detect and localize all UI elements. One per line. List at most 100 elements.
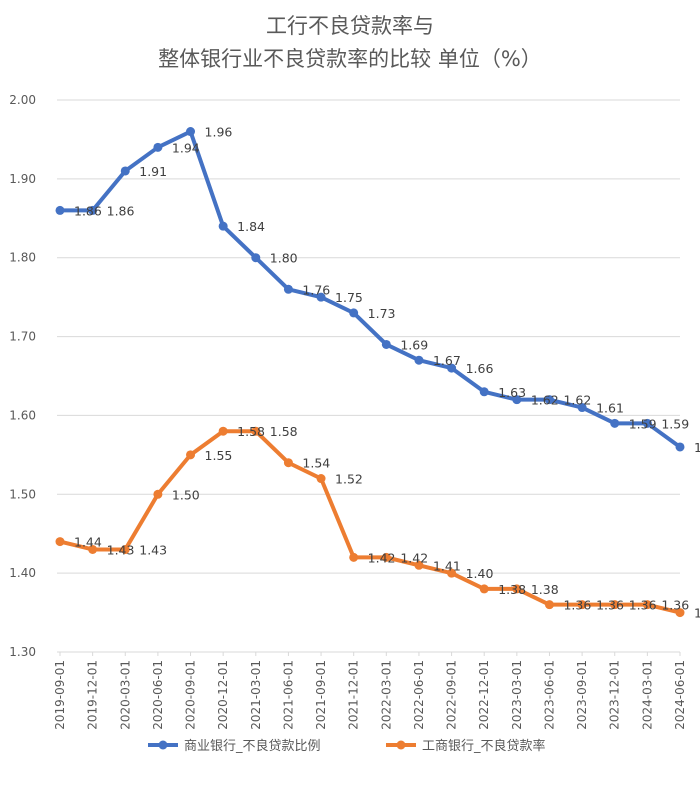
legend-label: 商业银行_不良贷款比例 <box>184 738 321 754</box>
data-point <box>512 584 522 594</box>
data-label: 1.63 <box>498 385 526 400</box>
data-point <box>414 355 424 365</box>
y-axis: 1.30 1.40 1.50 1.60 1.70 1.80 1.90 2.00 <box>9 93 36 659</box>
x-tick-label: 2024-06-01 <box>673 660 687 730</box>
data-point <box>479 584 489 594</box>
data-label: 1.36 <box>596 598 624 613</box>
chart-title-line: 工行不良贷款率与 <box>266 14 434 38</box>
y-tick-label: 2.00 <box>9 93 36 107</box>
y-tick-label: 1.60 <box>9 408 36 422</box>
data-point <box>544 600 554 610</box>
data-point <box>283 458 293 468</box>
data-label: 1.59 <box>661 416 689 431</box>
data-label: 1.35 <box>694 606 700 621</box>
data-point <box>610 418 620 428</box>
data-point <box>186 450 196 460</box>
data-point <box>120 166 130 176</box>
y-tick-label: 1.50 <box>9 487 36 501</box>
data-point <box>316 474 326 484</box>
data-point <box>186 127 196 137</box>
data-point <box>88 205 98 215</box>
legend-marker <box>158 740 168 750</box>
data-point <box>251 426 261 436</box>
data-point <box>381 552 391 562</box>
data-label: 1.76 <box>302 282 330 297</box>
chart-title-line: 整体银行业不良贷款率的比较 单位（%） <box>158 47 542 71</box>
data-label: 1.42 <box>400 550 428 565</box>
data-label: 1.36 <box>563 598 591 613</box>
series-line <box>58 429 682 615</box>
x-tick-label: 2020-12-01 <box>216 660 230 730</box>
data-point <box>88 544 98 554</box>
gridlines <box>57 99 680 653</box>
legend-label: 工商银行_不良贷款率 <box>422 738 546 754</box>
data-label: 1.61 <box>596 401 624 416</box>
data-point <box>577 600 587 610</box>
data-label: 1.38 <box>531 582 559 597</box>
x-tick-label: 2019-12-01 <box>86 660 100 730</box>
data-label: 1.91 <box>139 164 167 179</box>
x-tick-label: 2022-12-01 <box>477 660 491 730</box>
data-label: 1.86 <box>107 203 135 218</box>
x-axis: 2019-09-01 2019-12-01 2020-03-01 2020-06-01… <box>53 652 687 730</box>
data-point <box>153 489 163 499</box>
data-label: 1.56 <box>694 440 700 455</box>
y-tick-label: 1.40 <box>9 566 36 580</box>
x-tick-label: 2024-03-01 <box>640 660 654 730</box>
x-tick-label: 2020-06-01 <box>151 660 165 730</box>
data-point <box>642 600 652 610</box>
data-label: 1.43 <box>107 542 135 557</box>
data-label: 1.67 <box>433 353 461 368</box>
x-tick-label: 2023-12-01 <box>608 660 622 730</box>
data-label: 1.43 <box>139 542 167 557</box>
data-point <box>610 600 620 610</box>
legend-marker <box>396 740 406 750</box>
data-point <box>55 205 65 215</box>
x-tick-label: 2020-03-01 <box>118 660 132 730</box>
data-label: 1.86 <box>74 203 102 218</box>
x-tick-label: 2023-03-01 <box>510 660 524 730</box>
data-label: 1.36 <box>629 598 657 613</box>
data-point <box>349 308 359 318</box>
x-tick-label: 2019-09-01 <box>53 660 67 730</box>
x-tick-label: 2023-09-01 <box>575 660 589 730</box>
data-point <box>283 284 293 294</box>
data-label: 1.38 <box>498 582 526 597</box>
x-tick-label: 2021-12-01 <box>347 660 361 730</box>
data-label: 1.66 <box>466 361 494 376</box>
data-point <box>316 292 326 302</box>
data-label: 1.62 <box>531 393 559 408</box>
y-tick-label: 1.90 <box>9 172 36 186</box>
data-point <box>577 403 587 413</box>
x-tick-label: 2021-03-01 <box>249 660 263 730</box>
data-label: 1.55 <box>205 448 233 463</box>
data-point <box>675 608 685 618</box>
data-point <box>349 552 359 562</box>
data-label: 1.42 <box>368 550 396 565</box>
data-label: 1.73 <box>368 306 396 321</box>
x-tick-label: 2022-09-01 <box>445 660 459 730</box>
x-tick-label: 2023-06-01 <box>542 660 556 730</box>
x-tick-label: 2021-06-01 <box>281 660 295 730</box>
data-label: 1.40 <box>466 566 494 581</box>
data-label: 1.80 <box>270 251 298 266</box>
data-point <box>414 560 424 570</box>
data-point <box>544 395 554 405</box>
y-tick-label: 1.80 <box>9 251 36 265</box>
series-line <box>58 129 682 449</box>
x-tick-label: 2021-09-01 <box>314 660 328 730</box>
legend: 商业银行_不良贷款比例 工商银行_不良贷款率 <box>148 738 546 754</box>
data-point <box>55 537 65 547</box>
data-label: 1.44 <box>74 535 102 550</box>
data-label: 1.96 <box>205 125 233 140</box>
data-label: 1.75 <box>335 290 363 305</box>
x-tick-label: 2020-09-01 <box>184 660 198 730</box>
data-point <box>479 387 489 397</box>
data-label: 1.41 <box>433 558 461 573</box>
data-point <box>120 544 130 554</box>
data-label: 1.50 <box>172 487 200 502</box>
x-tick-label: 2022-03-01 <box>379 660 393 730</box>
data-label: 1.58 <box>237 424 265 439</box>
data-point <box>447 568 457 578</box>
